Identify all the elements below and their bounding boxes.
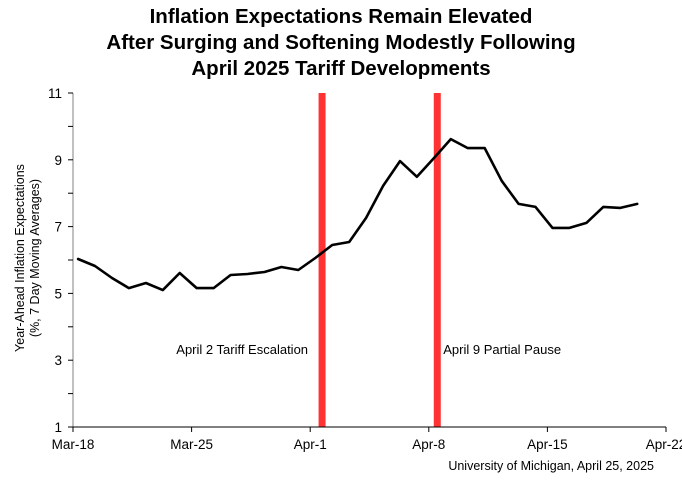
x-tick-label: Apr-15 [527, 437, 568, 452]
y-tick-label: 5 [54, 286, 62, 301]
chart-title-line-3: April 2025 Tariff Developments [191, 57, 491, 80]
event-bar-2 [433, 93, 441, 427]
series-line [76, 137, 639, 292]
y-tick-label: 7 [54, 220, 62, 235]
event-label-1: April 2 Tariff Escalation [176, 342, 308, 357]
y-tick-label: 3 [54, 353, 62, 368]
chart-title: Inflation Expectations Remain Elevated A… [0, 4, 682, 82]
event-label-2: April 9 Partial Pause [443, 342, 561, 357]
x-tick-label: Apr-22 [646, 437, 682, 452]
y-tick-label: 1 [54, 420, 62, 435]
source-note: University of Michigan, April 25, 2025 [448, 459, 654, 473]
y-tick-label: 9 [54, 153, 62, 168]
x-tick-label: Apr-8 [412, 437, 445, 452]
chart-title-line-2: After Surging and Softening Modestly Fol… [106, 31, 576, 54]
x-tick-label: Mar-25 [170, 437, 213, 452]
chart-title-line-1: Inflation Expectations Remain Elevated [149, 5, 533, 28]
event-bar-1 [318, 93, 326, 427]
x-tick-label: Mar-18 [52, 437, 95, 452]
y-tick-label: 11 [48, 86, 62, 101]
x-tick-label: Apr-1 [294, 437, 327, 452]
